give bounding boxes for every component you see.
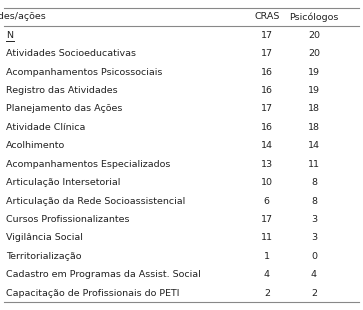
Text: 0: 0 [311,252,317,261]
Text: 17: 17 [261,49,273,58]
Text: 11: 11 [261,233,273,242]
Text: 13: 13 [261,160,273,169]
Text: Cursos Profissionalizantes: Cursos Profissionalizantes [6,215,129,224]
Text: Psicólogos: Psicólogos [289,12,339,22]
Text: Registro das Atividades: Registro das Atividades [6,86,118,95]
Text: Planejamento das Ações: Planejamento das Ações [6,104,122,113]
Text: Articulação da Rede Socioassistencial: Articulação da Rede Socioassistencial [6,197,185,206]
Text: 19: 19 [308,86,320,95]
Text: N: N [6,31,13,40]
Text: 18: 18 [308,104,320,113]
Text: Vigilância Social: Vigilância Social [6,233,83,242]
Text: 10: 10 [261,178,273,187]
Text: 11: 11 [308,160,320,169]
Text: Cadastro em Programas da Assist. Social: Cadastro em Programas da Assist. Social [6,270,201,279]
Text: 6: 6 [264,197,270,206]
Text: 16: 16 [261,123,273,132]
Text: Atividades/ações: Atividades/ações [0,12,46,21]
Text: Acolhimento: Acolhimento [6,141,65,150]
Text: Atividade Clínica: Atividade Clínica [6,123,85,132]
Text: 16: 16 [261,68,273,77]
Text: Territorialização: Territorialização [6,252,81,261]
Text: 19: 19 [308,68,320,77]
Text: Articulação Intersetorial: Articulação Intersetorial [6,178,120,187]
Text: 17: 17 [261,104,273,113]
Text: 8: 8 [311,197,317,206]
Text: CRAS: CRAS [254,12,280,21]
Text: Acompanhamentos Psicossociais: Acompanhamentos Psicossociais [6,68,162,77]
Text: 20: 20 [308,49,320,58]
Text: 14: 14 [261,141,273,150]
Text: 1: 1 [264,252,270,261]
Text: 20: 20 [308,31,320,40]
Text: Capacitação de Profissionais do PETI: Capacitação de Profissionais do PETI [6,289,179,298]
Text: 16: 16 [261,86,273,95]
Text: 8: 8 [311,178,317,187]
Text: 3: 3 [311,215,317,224]
Text: 3: 3 [311,233,317,242]
Text: Atividades Socioeducativas: Atividades Socioeducativas [6,49,136,58]
Text: 4: 4 [311,270,317,279]
Text: Acompanhamentos Especializados: Acompanhamentos Especializados [6,160,170,169]
Text: 17: 17 [261,215,273,224]
Text: 17: 17 [261,31,273,40]
Text: 18: 18 [308,123,320,132]
Text: 2: 2 [311,289,317,298]
Text: 14: 14 [308,141,320,150]
Text: 4: 4 [264,270,270,279]
Text: 2: 2 [264,289,270,298]
